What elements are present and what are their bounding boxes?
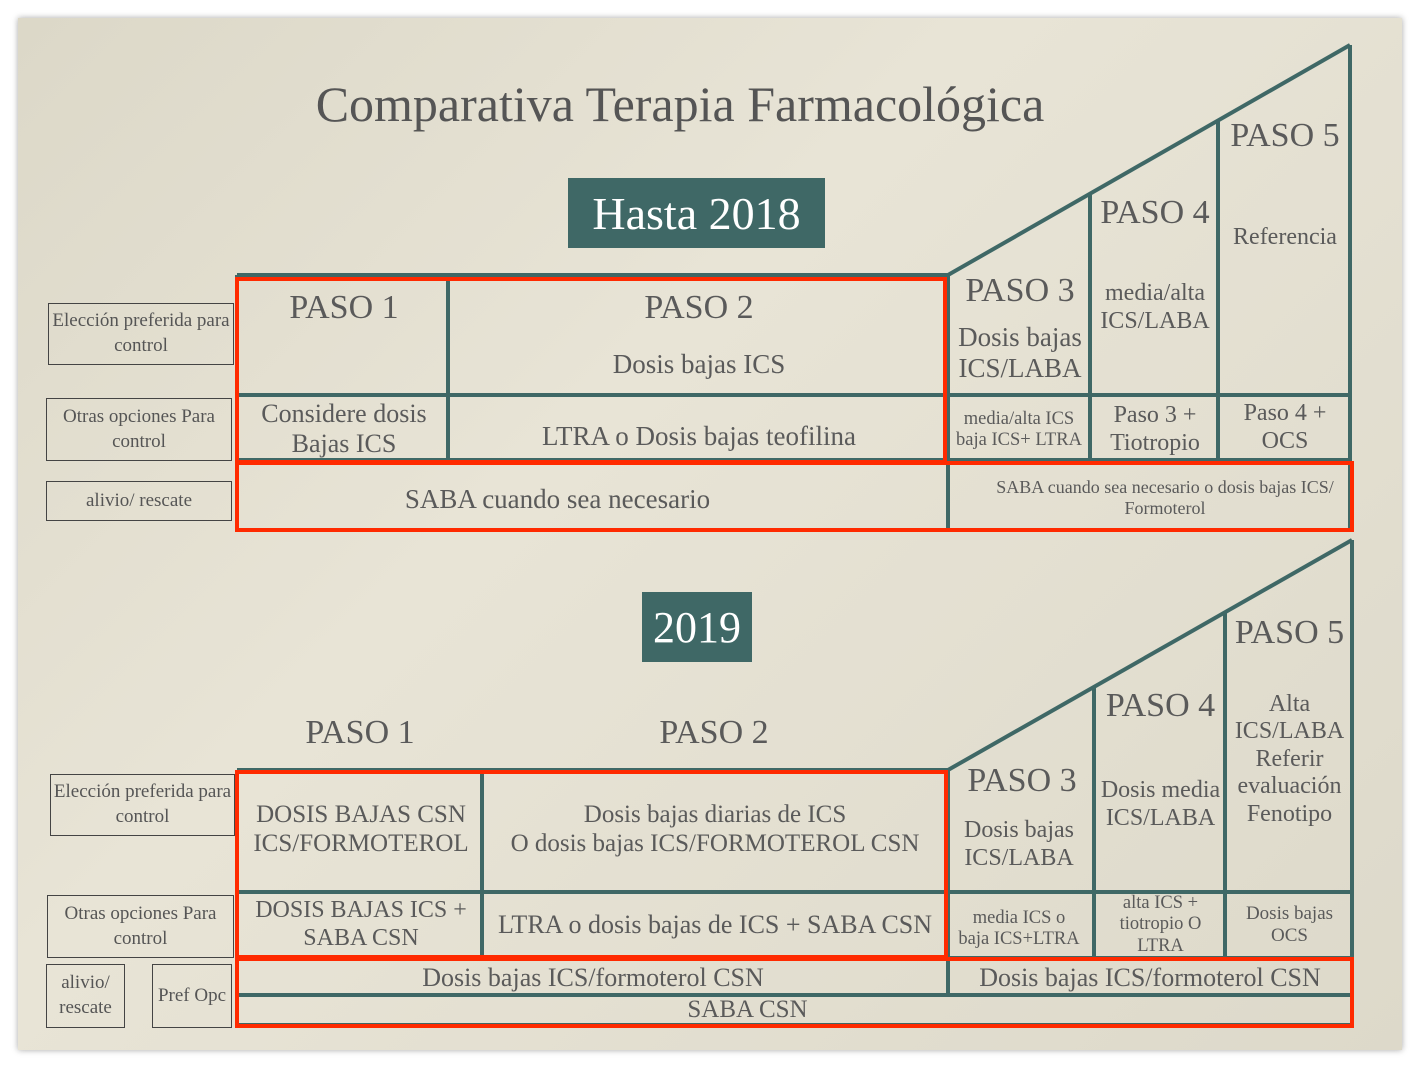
step-3-other-line2: baja ICS+LTRA xyxy=(958,929,1080,949)
step-3-other: media/alta ICS baja ICS+ LTRA xyxy=(946,405,1092,455)
reliever-preferred-left: Dosis bajas ICS/formoterol CSN xyxy=(422,962,764,992)
step-1-heading: PASO 1 xyxy=(305,713,415,751)
step-5-other: Paso 4 + OCS xyxy=(1243,400,1327,454)
step-1-other: Considere dosis Bajas ICS xyxy=(261,398,427,458)
highlight-box-bottom-reliever xyxy=(235,957,1354,1028)
step-2-preferred: Dosis bajas diarias de ICS O dosis bajas … xyxy=(484,795,946,865)
step-3-preferred: Dosis bajas ICS/LABA xyxy=(958,321,1082,383)
step-4-heading: PASO 4 xyxy=(1105,686,1216,724)
label-reliever: alivio/ rescate xyxy=(46,481,232,521)
step-2-other: LTRA o Dosis bajas teofilina xyxy=(542,421,856,452)
reliever-left: SABA cuando sea necesario xyxy=(404,484,711,515)
step-3-heading: PASO 3 xyxy=(967,761,1077,799)
reliever-preferred-right: Dosis bajas ICS/formoterol CSN xyxy=(979,962,1321,992)
label-other: Otras opciones Para control xyxy=(47,895,234,958)
step-4-other: alta ICS + tiotropio O LTRA xyxy=(1119,894,1202,956)
step-5-heading: PASO 5 xyxy=(1234,613,1345,651)
highlight-box-top-control xyxy=(235,277,947,464)
step-4-preferred: media/alta ICS/LABA xyxy=(1100,280,1210,334)
step-4-other: Paso 3 + Tiotropio xyxy=(1110,402,1200,456)
page-title: Comparativa Terapia Farmacológica xyxy=(315,76,1045,133)
label-preferred: Elección preferida para control xyxy=(48,303,234,365)
step-2-other: LTRA o dosis bajas de ICS + SABA CSN xyxy=(497,910,933,940)
step-2-preferred-line2: O dosis bajas ICS/FORMOTEROL CSN xyxy=(510,830,920,857)
label-reliever: alivio/ rescate xyxy=(46,964,125,1028)
step-2-heading: PASO 2 xyxy=(659,713,769,751)
step-5-preferred: Referencia xyxy=(1233,224,1337,251)
banner-2019: 2019 xyxy=(642,592,752,662)
reliever-right: SABA cuando sea necesario o dosis bajas … xyxy=(996,477,1334,518)
step-4-heading: PASO 4 xyxy=(1100,193,1210,231)
step-3-heading: PASO 3 xyxy=(965,271,1075,309)
step-5-heading: PASO 5 xyxy=(1230,116,1340,154)
step-1-preferred: DOSIS BAJAS CSN ICS/FORMOTEROL xyxy=(253,800,469,857)
step-1-other: DOSIS BAJAS ICS + SABA CSN xyxy=(255,897,467,951)
step-2-heading: PASO 2 xyxy=(644,288,754,326)
banner-2018: Hasta 2018 xyxy=(568,178,825,248)
step-4-preferred: Dosis media ICS/LABA xyxy=(1100,776,1221,831)
highlight-box-top-reliever xyxy=(235,461,1354,532)
highlight-box-bottom-control xyxy=(235,770,948,959)
step-3-other: media ICS o baja ICS+LTRA xyxy=(946,903,1092,955)
label-pref-opc: Pref Opc xyxy=(152,964,232,1028)
step-3-other-line1: media/alta ICS xyxy=(963,408,1075,429)
step-1-heading: PASO 1 xyxy=(289,288,399,326)
step-2-preferred: Dosis bajas ICS xyxy=(612,349,786,380)
reliever-option: SABA CSN xyxy=(687,996,808,1024)
label-preferred: Elección preferida para control xyxy=(50,774,235,836)
step-5-other: Dosis bajas OCS xyxy=(1245,903,1334,946)
step-2-preferred-line1: Dosis bajas diarias de ICS xyxy=(583,801,847,829)
label-other: Otras opciones Para control xyxy=(46,398,232,461)
step-3-other-line1: media ICS o xyxy=(972,907,1066,928)
step-3-other-line2: baja ICS+ LTRA xyxy=(956,430,1082,450)
step-3-preferred: Dosis bajas ICS/LABA xyxy=(964,816,1074,871)
step-5-preferred: Alta ICS/LABA Referir evaluación Fenotip… xyxy=(1234,690,1345,827)
